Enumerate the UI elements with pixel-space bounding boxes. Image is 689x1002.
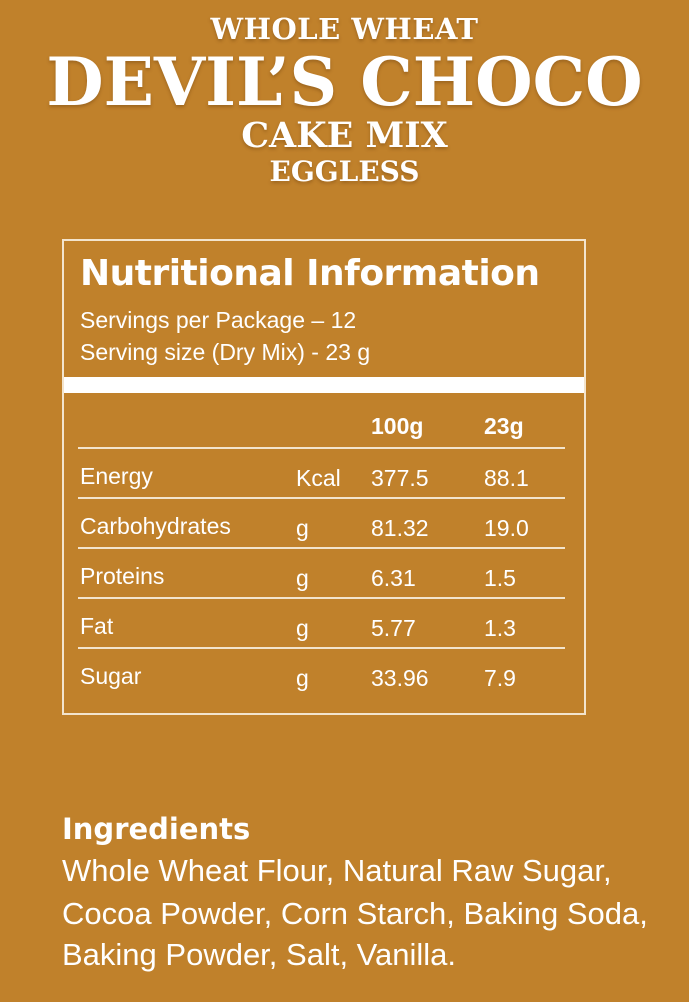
product-title-line-3: CAKE MIX <box>241 115 448 156</box>
value-per-100g: 33.96 <box>371 665 429 691</box>
product-title-main: DEVIL’S CHOCO <box>46 43 643 121</box>
table-row: Proteins g 6.31 1.5 <box>78 549 565 599</box>
table-row: Energy Kcal 377.5 88.1 <box>78 449 565 499</box>
nutrient-name: Carbohydrates <box>80 513 231 539</box>
table-row: Sugar g 33.96 7.9 <box>78 649 565 699</box>
product-title-line-1: WHOLE WHEAT <box>210 12 479 46</box>
row-divider <box>78 547 565 549</box>
nutrition-panel: Nutritional Information Servings per Pac… <box>62 239 586 715</box>
nutrient-unit: g <box>296 615 309 641</box>
ingredients-text-line: Baking Powder, Salt, Vanilla. <box>62 937 457 972</box>
row-divider <box>78 597 565 599</box>
nutrient-name: Energy <box>80 463 153 489</box>
nutrient-name: Proteins <box>80 563 165 589</box>
nutrient-unit: g <box>296 515 309 541</box>
nutrition-header: Nutritional Information Servings per Pac… <box>64 241 584 377</box>
table-row: Carbohydrates g 81.32 19.0 <box>78 499 565 549</box>
serving-size: Serving size (Dry Mix) - 23 g <box>80 339 371 365</box>
ingredients-text-line: Whole Wheat Flour, Natural Raw Sugar, <box>62 853 612 888</box>
value-per-100g: 377.5 <box>371 465 429 491</box>
row-divider <box>78 497 565 499</box>
column-header-100g: 100g <box>371 413 424 439</box>
value-per-23g: 1.5 <box>484 565 516 591</box>
value-per-23g: 88.1 <box>484 465 529 491</box>
row-divider <box>78 647 565 649</box>
table-row: Fat g 5.77 1.3 <box>78 599 565 649</box>
value-per-23g: 7.9 <box>484 665 516 691</box>
nutrient-unit: g <box>296 665 309 691</box>
ingredients-title: Ingredients <box>62 812 251 846</box>
value-per-100g: 5.77 <box>371 615 416 641</box>
nutrient-unit: g <box>296 565 309 591</box>
nutrient-unit: Kcal <box>296 465 341 491</box>
value-per-23g: 1.3 <box>484 615 516 641</box>
value-per-100g: 81.32 <box>371 515 429 541</box>
nutrition-title: Nutritional Information <box>80 253 540 294</box>
value-per-23g: 19.0 <box>484 515 529 541</box>
column-header-23g: 23g <box>484 413 524 439</box>
value-per-100g: 6.31 <box>371 565 416 591</box>
header-divider <box>64 377 584 393</box>
nutrient-name: Sugar <box>80 663 142 689</box>
ingredients-text-line: Cocoa Powder, Corn Starch, Baking Soda, <box>62 896 648 931</box>
table-header-row: 100g 23g <box>78 399 565 449</box>
servings-per-package: Servings per Package – 12 <box>80 307 357 333</box>
row-divider <box>78 447 565 449</box>
nutrient-name: Fat <box>80 613 114 639</box>
product-title-line-4: EGGLESS <box>269 155 420 188</box>
